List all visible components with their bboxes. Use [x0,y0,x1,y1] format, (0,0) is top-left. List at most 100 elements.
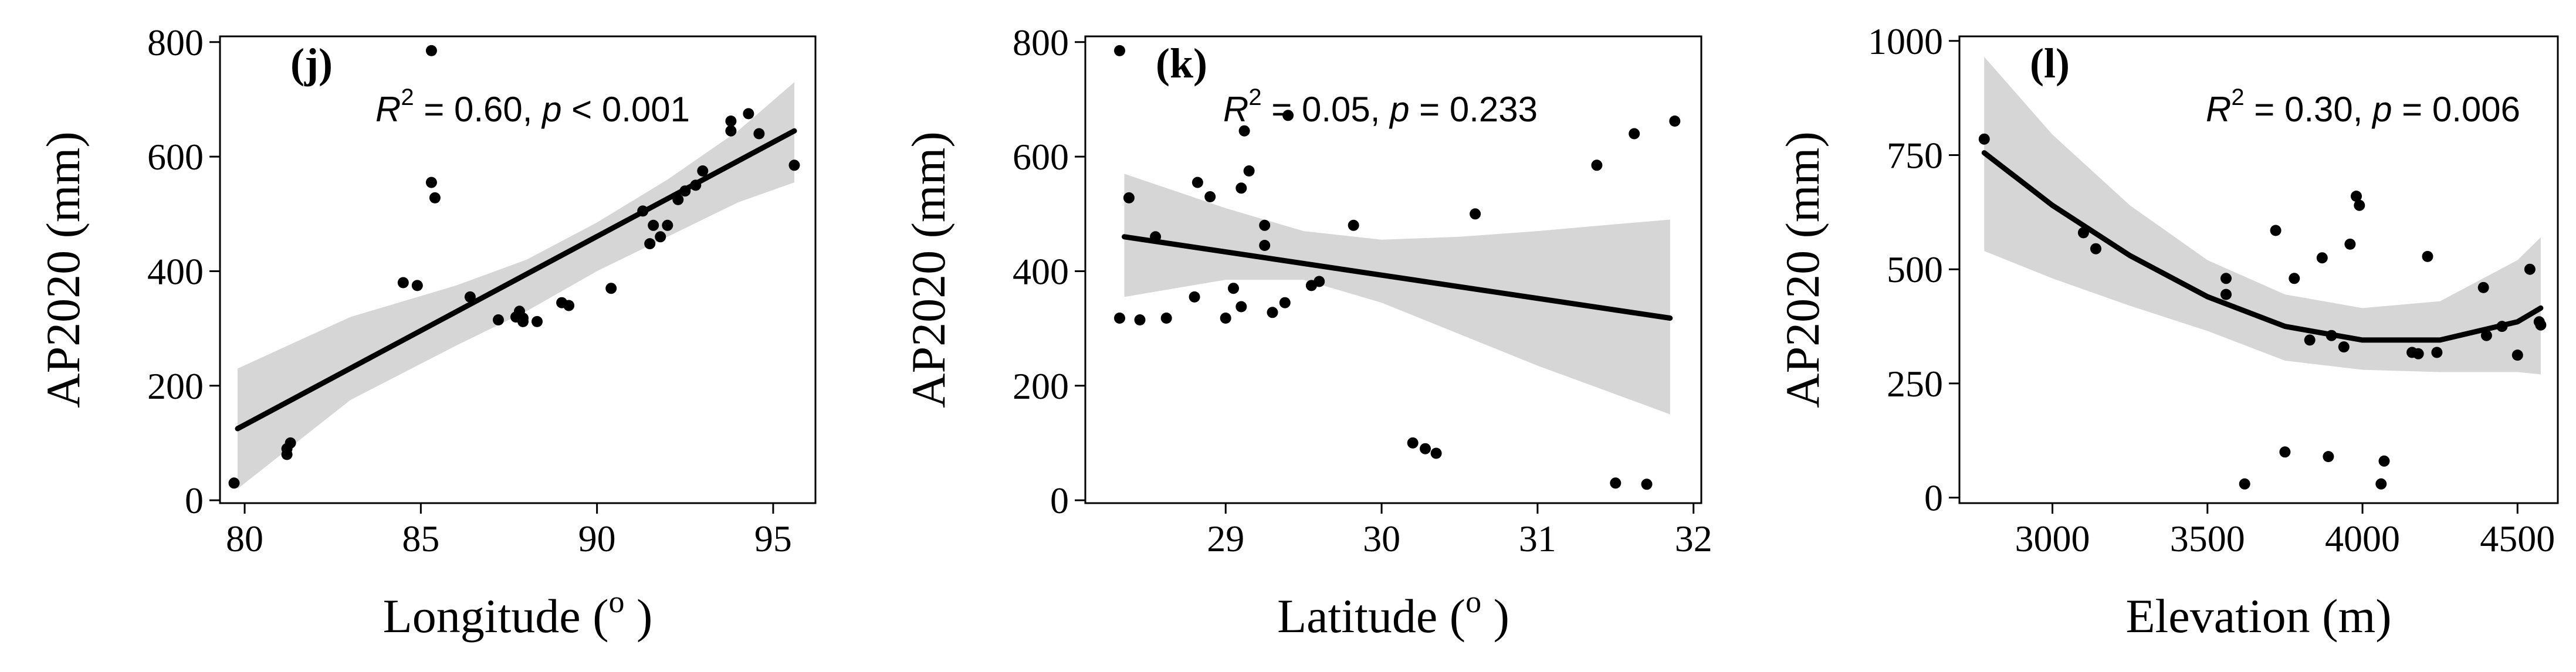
data-point [2422,250,2433,262]
fit-line [1122,234,1673,321]
data-point [1314,276,1325,287]
data-point [2378,455,2390,467]
x-tick-label: 95 [754,518,792,559]
data-point [2535,319,2547,331]
x-tick-label: 4000 [2325,518,2400,559]
p-label: p [2371,90,2392,129]
data-point [1978,133,1990,145]
x-tick-label: 90 [578,518,616,559]
x-axis-label-text: Longitude ( [383,589,609,643]
r2-sup: 2 [1248,84,1261,110]
p-label: p [1389,90,1409,129]
x-tick-label: 29 [1207,518,1244,559]
data-point [648,219,659,231]
chart-panel-1: 0 200 400 600 800 80 85 90 95 AP2020 (mm) Longitud… [36,22,817,643]
data-point [425,45,437,56]
data-point [725,116,737,127]
x-axis-label-end: ) [625,589,653,643]
chart-panel-2: 0 200 400 600 800 29 30 31 32 AP2020 (mm) Latitude… [902,22,1712,643]
data-point [464,291,476,303]
y-tick-label: 600 [147,136,204,178]
r2-label: R [1223,90,1248,129]
y-tick-label: 200 [1013,365,1069,407]
data-point [1629,128,1640,140]
x-tick-label: 85 [402,518,439,559]
p-value: = 0.233 [1409,90,1538,129]
data-point [679,185,691,197]
data-point [2323,451,2334,463]
data-point [753,128,765,140]
panel-label: (k) [1156,40,1207,87]
data-point [2090,243,2101,254]
data-point [644,238,656,250]
data-point [1204,191,1216,202]
data-point [2344,238,2356,250]
data-point [2354,199,2365,211]
data-point [672,194,684,205]
data-point [228,477,240,489]
data-point [1348,219,1359,231]
data-point [1430,447,1442,459]
x-axis-label: Elevation (m) [2125,589,2391,643]
r2-sup: 2 [2231,84,2244,110]
data-point [1470,208,1481,220]
data-point [1641,478,1653,490]
x-tick-label: 3500 [2170,518,2245,559]
r2-label: R [375,90,401,129]
data-point [1220,313,1231,324]
data-point [2220,273,2232,284]
data-point [2304,334,2316,346]
confidence-band [1124,174,1670,415]
y-tick-label: 800 [147,22,204,63]
x-axis-label-text: Elevation (m) [2125,589,2391,643]
x-axis-label-end: ) [1481,589,1509,643]
confidence-band [1984,57,2541,375]
fit-line [235,128,797,432]
data-point [2431,347,2443,358]
data-point [429,192,441,203]
data-point [2524,263,2536,275]
data-point [2338,341,2350,353]
data-point [1610,477,1622,489]
data-point [2239,478,2250,490]
r2-value: = 0.60, [414,90,543,129]
data-point [1259,240,1271,251]
data-point [1134,314,1146,325]
data-point [2270,225,2281,236]
y-tick-label: 1000 [1868,21,1943,62]
data-point [1591,159,1603,171]
y-axis-label: AP2020 (mm) [36,131,90,408]
y-tick-label: 750 [1887,135,1943,177]
p-value: < 0.001 [561,90,690,129]
data-point [2511,349,2523,361]
data-point [1114,313,1125,324]
r2-value: = 0.05, [1262,90,1390,129]
plot-frame [219,35,817,504]
y-tick-label: 600 [1013,136,1069,178]
r2-sup: 2 [401,84,414,110]
y-tick-label: 250 [1887,363,1943,405]
data-point [1114,45,1125,56]
data-point [2477,281,2489,293]
panel-label: (l) [2030,40,2070,87]
stats-annotation: R2 = 0.05, p = 0.233 [1223,84,1538,129]
data-point [662,219,673,231]
data-point [1160,313,1172,324]
x-axis-label-text: Latitude ( [1277,589,1465,643]
data-point [1282,110,1294,121]
data-point [1235,301,1247,313]
data-point [1407,437,1419,449]
y-axis-label: AP2020 (mm) [902,131,955,408]
panel-label: (j) [290,40,333,87]
chart-panel-3: 0 250 500 750 1000 3000 3500 4000 4500 AP2020 (mm… [1776,21,2559,643]
data-point [1235,182,1247,194]
data-point [517,315,529,327]
x-tick-label: 4500 [2480,518,2555,559]
y-tick-label: 0 [185,480,204,521]
data-point [1420,443,1431,454]
r2-value: = 0.30, [2245,90,2373,129]
data-point [1228,283,1239,294]
y-tick-label: 500 [1887,249,1943,290]
data-point [563,300,575,311]
